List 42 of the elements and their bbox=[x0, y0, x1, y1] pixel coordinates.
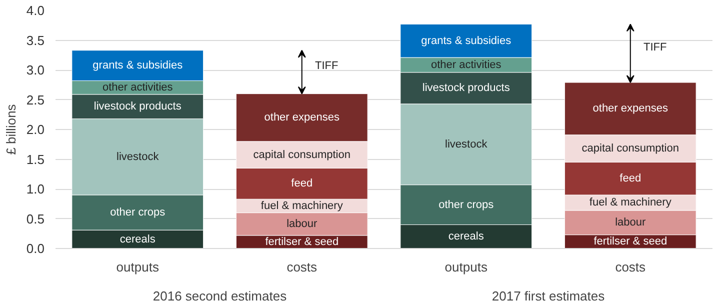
series-label: other activities bbox=[102, 82, 174, 94]
series-label: capital consumption bbox=[253, 148, 350, 161]
x-tick-label: outputs bbox=[444, 260, 488, 274]
series-label: other expenses bbox=[264, 112, 340, 124]
x-tick-label: costs bbox=[286, 260, 318, 274]
text: cereals bbox=[448, 230, 484, 243]
text: grants & subsidies bbox=[421, 34, 512, 47]
text: livestock products bbox=[422, 82, 510, 94]
series-label: livestock products bbox=[94, 100, 182, 113]
text: 2017 first estimates bbox=[492, 288, 606, 304]
y-tick-label: 0.5 bbox=[26, 211, 45, 226]
text: fuel & machinery bbox=[589, 196, 672, 209]
text: livestock bbox=[445, 138, 488, 150]
series-label: cereals bbox=[120, 233, 156, 246]
y-tick-label: 1.0 bbox=[26, 182, 45, 196]
y-tick-label: 2.0 bbox=[26, 122, 45, 137]
text: capital consumption bbox=[582, 142, 679, 155]
y-tick-label: 1.5 bbox=[26, 152, 45, 167]
series-label: fuel & machinery bbox=[260, 200, 344, 212]
series-label: feed bbox=[291, 178, 313, 190]
y-tick-label: 3.5 bbox=[26, 32, 45, 48]
series-label: other crops bbox=[110, 206, 166, 219]
text: other expenses bbox=[592, 102, 668, 115]
x-tick-label: outputs bbox=[116, 260, 160, 274]
text: fertilser & seed bbox=[594, 236, 668, 248]
series-label: fertilser & seed bbox=[265, 236, 339, 248]
series-label: livestock bbox=[116, 150, 160, 163]
text: 2016 second estimates bbox=[152, 288, 288, 304]
text: other crops bbox=[438, 198, 494, 211]
y-tick-label: 0.0 bbox=[26, 241, 45, 256]
series-label: grants & subsidies bbox=[92, 60, 184, 72]
y-tick-label: 3.0 bbox=[26, 62, 45, 78]
annotation: TIFF bbox=[644, 41, 668, 54]
y-tick-label: 2.5 bbox=[26, 92, 45, 108]
annotation: TIFF bbox=[315, 60, 339, 72]
y-axis-title: £ billions bbox=[3, 104, 18, 155]
text: feed bbox=[620, 172, 642, 185]
y-tick-label: 4.0 bbox=[26, 3, 45, 18]
x-tick-label: costs bbox=[615, 260, 646, 274]
series-label: labour bbox=[286, 218, 318, 230]
text: labour bbox=[615, 216, 646, 229]
text: other activities bbox=[430, 58, 502, 71]
